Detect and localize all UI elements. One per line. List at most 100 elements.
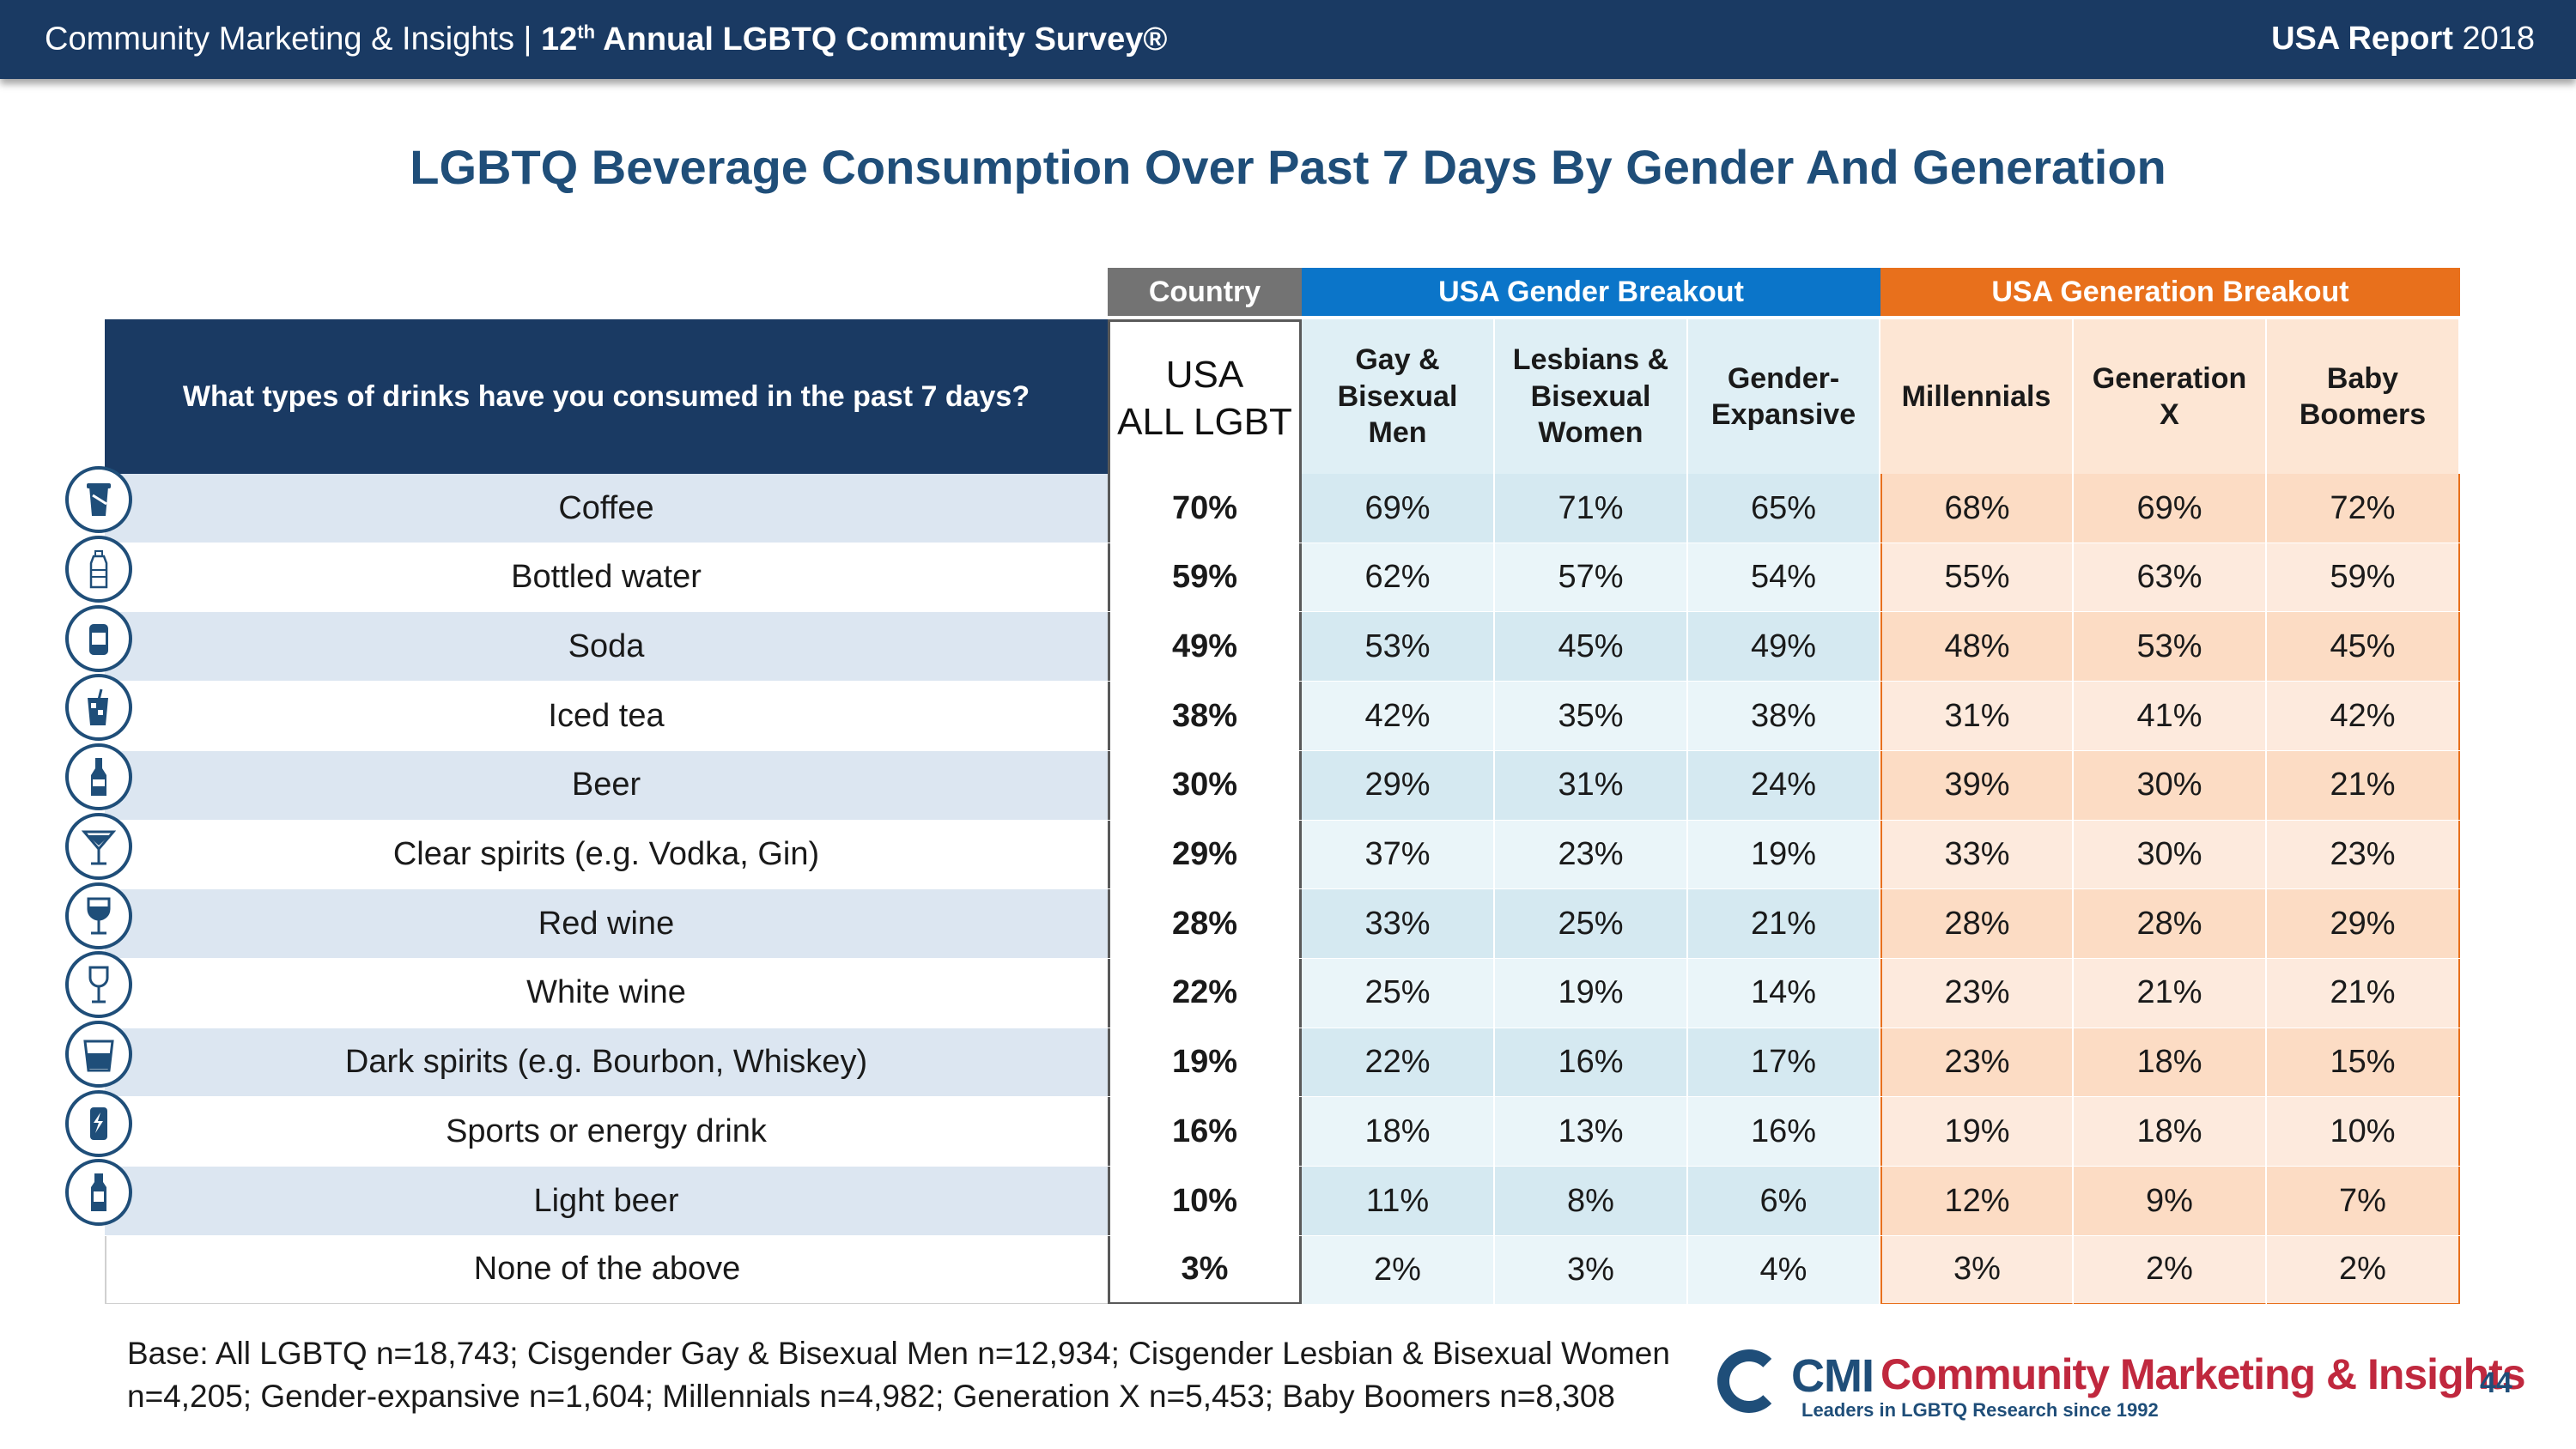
generation-value: 29% [2267, 889, 2460, 959]
header-left-text: Community Marketing & Insights | 12th An… [45, 21, 1168, 58]
gender-value: 13% [1495, 1097, 1688, 1167]
gender-value: 24% [1688, 750, 1880, 821]
generation-value: 2% [2267, 1235, 2460, 1306]
gender-value: 57% [1495, 543, 1688, 613]
gender-col-header: Lesbians & Bisexual Women [1495, 319, 1688, 474]
beer-bottle-icon [65, 743, 132, 811]
generation-value: 19% [1880, 1097, 2074, 1167]
generation-value: 21% [2267, 958, 2460, 1028]
logo-cmi-text: CMI [1791, 1350, 1874, 1402]
drink-label: Dark spirits (e.g. Bourbon, Whiskey) [105, 1028, 1108, 1098]
generation-value: 69% [2074, 474, 2267, 543]
gender-value: 19% [1495, 958, 1688, 1028]
iced-tea-glass-icon [65, 674, 132, 742]
gender-value: 29% [1302, 750, 1495, 821]
water-bottle-icon [65, 536, 132, 603]
generation-value: 18% [2074, 1028, 2267, 1098]
usa-all-lgbt-value: 28% [1108, 889, 1302, 959]
gender-value: 31% [1495, 750, 1688, 821]
drink-label: Clear spirits (e.g. Vodka, Gin) [105, 820, 1108, 890]
gender-value: 54% [1688, 543, 1880, 613]
whiskey-glass-icon [65, 1020, 132, 1088]
gender-value: 16% [1688, 1097, 1880, 1167]
generation-col-header: Millennials [1880, 319, 2074, 474]
gender-value: 25% [1302, 958, 1495, 1028]
generation-col-header: Generation X [2074, 319, 2267, 474]
red-wine-glass-icon [65, 882, 132, 949]
usa-all-lgbt-value: 49% [1108, 612, 1302, 682]
gender-value: 69% [1302, 474, 1495, 543]
question-header: What types of drinks have you consumed i… [105, 319, 1108, 474]
usa-all-lgbt-value: 59% [1108, 543, 1302, 613]
generation-value: 28% [1880, 889, 2074, 959]
generation-value: 7% [2267, 1167, 2460, 1236]
usa-all-lgbt-value: 3% [1108, 1235, 1302, 1306]
gender-value: 45% [1495, 612, 1688, 682]
base-note: Base: All LGBTQ n=18,743; Cisgender Gay … [127, 1336, 1670, 1414]
usa-header-line1: USA [1165, 353, 1244, 396]
usa-all-lgbt-value: 29% [1108, 820, 1302, 890]
generation-value: 42% [2267, 682, 2460, 751]
generation-value: 72% [2267, 474, 2460, 543]
page-title: LGBTQ Beverage Consumption Over Past 7 D… [410, 140, 2166, 194]
drink-label: Iced tea [105, 682, 1108, 751]
soda-can-icon [65, 604, 132, 672]
gender-value: 33% [1302, 889, 1495, 959]
generation-value: 59% [2267, 543, 2460, 613]
generation-value: 2% [2074, 1235, 2267, 1306]
usa-all-lgbt-header: USA ALL LGBT [1108, 319, 1302, 474]
usa-all-lgbt-value: 30% [1108, 750, 1302, 821]
gender-value: 4% [1688, 1235, 1880, 1306]
generation-value: 23% [1880, 958, 2074, 1028]
generation-value: 21% [2267, 750, 2460, 821]
generation-value: 23% [1880, 1028, 2074, 1098]
gender-value: 11% [1302, 1167, 1495, 1236]
generation-value: 68% [1880, 474, 2074, 543]
gender-value: 62% [1302, 543, 1495, 613]
gender-value: 38% [1688, 682, 1880, 751]
drink-label: Coffee [105, 474, 1108, 543]
report-header-bar: Community Marketing & Insights | 12th An… [0, 0, 2576, 79]
drink-label: White wine [105, 958, 1108, 1028]
generation-value: 9% [2074, 1167, 2267, 1236]
white-wine-glass-icon [65, 951, 132, 1019]
gender-value: 37% [1302, 820, 1495, 890]
logo-tagline: Leaders in LGBTQ Research since 1992 [1801, 1399, 2159, 1421]
gender-value: 2% [1302, 1235, 1495, 1306]
drink-label: Beer [105, 750, 1108, 821]
gender-col-header: Gay & Bisexual Men [1302, 319, 1495, 474]
usa-all-lgbt-value: 38% [1108, 682, 1302, 751]
gender-value: 25% [1495, 889, 1688, 959]
generation-value: 31% [1880, 682, 2074, 751]
gender-value: 21% [1688, 889, 1880, 959]
gender-value: 71% [1495, 474, 1688, 543]
generation-value: 41% [2074, 682, 2267, 751]
group-header-generation: USA Generation Breakout [1880, 268, 2460, 316]
cmi-logo: CMI Community Marketing & Insights Leade… [1717, 1346, 2526, 1423]
logo-company-name: Community Marketing & Insights [1880, 1350, 2526, 1398]
generation-value: 18% [2074, 1097, 2267, 1167]
gender-value: 19% [1688, 820, 1880, 890]
row-divider [105, 1304, 2460, 1307]
generation-value: 33% [1880, 820, 2074, 890]
generation-value: 63% [2074, 543, 2267, 613]
gender-value: 65% [1688, 474, 1880, 543]
gender-value: 22% [1302, 1028, 1495, 1098]
group-header-gender: USA Gender Breakout [1302, 268, 1880, 316]
usa-header-line2: ALL LGBT [1117, 400, 1292, 443]
generation-value: 10% [2267, 1097, 2460, 1167]
gender-value: 23% [1495, 820, 1688, 890]
generation-value: 30% [2074, 750, 2267, 821]
light-beer-bottle-icon [65, 1159, 132, 1227]
page-number: 44 [2480, 1367, 2512, 1399]
generation-value: 45% [2267, 612, 2460, 682]
drink-label: Red wine [105, 889, 1108, 959]
drink-label: Soda [105, 612, 1108, 682]
drink-label: Sports or energy drink [105, 1097, 1108, 1167]
generation-value: 30% [2074, 820, 2267, 890]
gender-value: 53% [1302, 612, 1495, 682]
drink-label: None of the above [105, 1235, 1108, 1306]
drink-label: Bottled water [105, 543, 1108, 613]
generation-value: 39% [1880, 750, 2074, 821]
gender-value: 16% [1495, 1028, 1688, 1098]
